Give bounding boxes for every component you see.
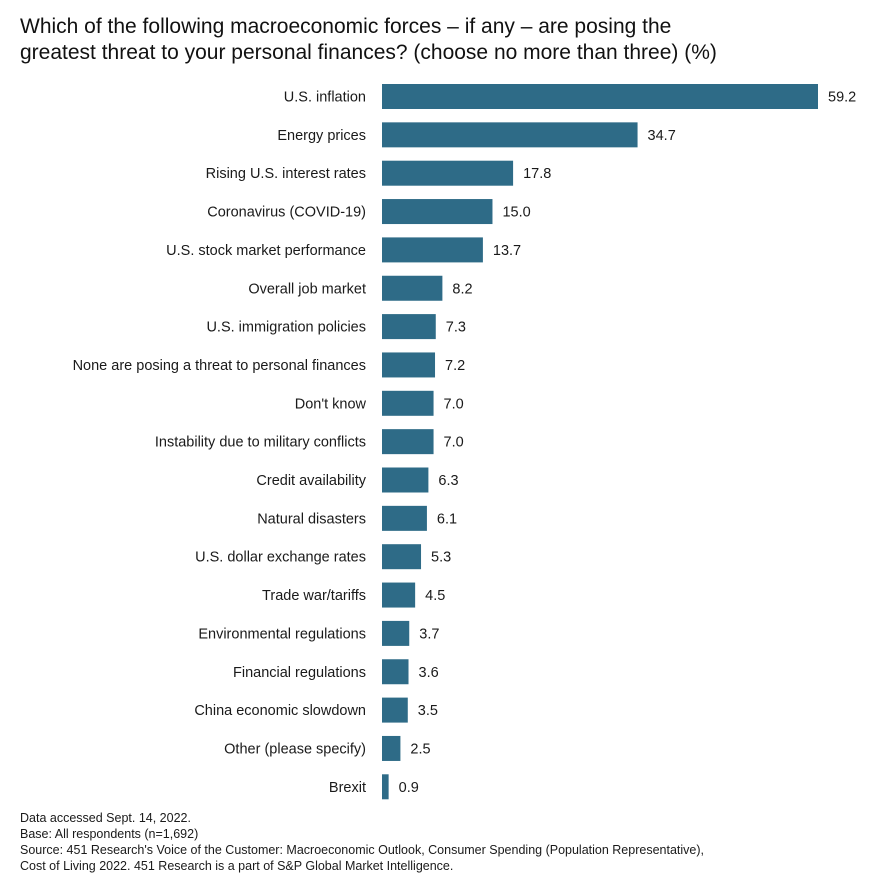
value-label: 17.8 [523,166,551,182]
bar [382,659,409,685]
value-label: 7.2 [445,358,465,374]
category-label: None are posing a threat to personal fin… [73,358,366,374]
value-label: 8.2 [452,281,472,297]
value-label: 6.1 [437,511,457,527]
note-source-line-2: Cost of Living 2022. 451 Research is a p… [20,859,454,873]
bar [382,697,408,723]
bar [382,199,493,225]
value-label: 34.7 [648,128,676,144]
value-label: 7.3 [446,320,466,336]
value-label: 0.9 [399,780,419,796]
note-data-accessed: Data accessed Sept. 14, 2022. [20,811,191,825]
bar [382,237,483,263]
bar [382,620,410,646]
bar [382,122,638,148]
category-label: Environmental regulations [198,626,366,642]
bar-chart: U.S. inflation 59.2 Energy prices 34.7 Risin… [73,84,856,800]
bar [382,390,434,416]
bar [382,582,416,608]
category-label: Instability due to military conflicts [155,435,366,451]
bar [382,314,436,340]
bar [382,160,514,186]
category-label: Don't know [295,396,367,412]
category-label: U.S. stock market performance [166,243,366,259]
category-label: Trade war/tariffs [262,588,366,604]
category-label: Energy prices [277,128,366,144]
bar [382,505,427,531]
bar [382,544,422,570]
value-label: 4.5 [425,588,445,604]
category-label: China economic slowdown [194,703,366,719]
value-label: 7.0 [444,435,464,451]
bar [382,352,436,378]
value-label: 3.6 [419,665,439,681]
category-label: U.S. dollar exchange rates [195,550,366,566]
bar [382,275,443,301]
category-label: U.S. inflation [284,90,366,106]
category-label: Coronavirus (COVID-19) [207,205,366,221]
bar [382,735,401,761]
category-label: Other (please specify) [224,741,366,757]
value-label: 7.0 [444,396,464,412]
bar [382,774,389,800]
chart-title-line-2: greatest threat to your personal finance… [20,41,717,64]
bar [382,467,429,493]
value-label: 3.7 [419,626,439,642]
chart-title-line-1: Which of the following macroeconomic for… [20,15,672,38]
category-label: Natural disasters [257,511,366,527]
category-label: U.S. immigration policies [206,320,366,336]
note-base: Base: All respondents (n=1,692) [20,827,199,841]
bar [382,429,434,455]
note-source-line-1: Source: 451 Research's Voice of the Cust… [20,843,704,857]
chart-title: Which of the following macroeconomic for… [20,14,870,66]
value-label: 59.2 [828,90,856,106]
bar [382,84,818,109]
value-label: 2.5 [410,741,430,757]
category-label: Brexit [329,780,366,796]
value-label: 3.5 [418,703,438,719]
value-label: 5.3 [431,550,451,566]
value-label: 13.7 [493,243,521,259]
category-label: Financial regulations [233,665,366,681]
value-label: 15.0 [502,205,530,221]
category-label: Rising U.S. interest rates [206,166,366,182]
category-label: Credit availability [256,473,366,489]
value-label: 6.3 [438,473,458,489]
chart-notes: Data accessed Sept. 14, 2022. Base: All … [20,810,880,874]
category-label: Overall job market [248,281,366,297]
